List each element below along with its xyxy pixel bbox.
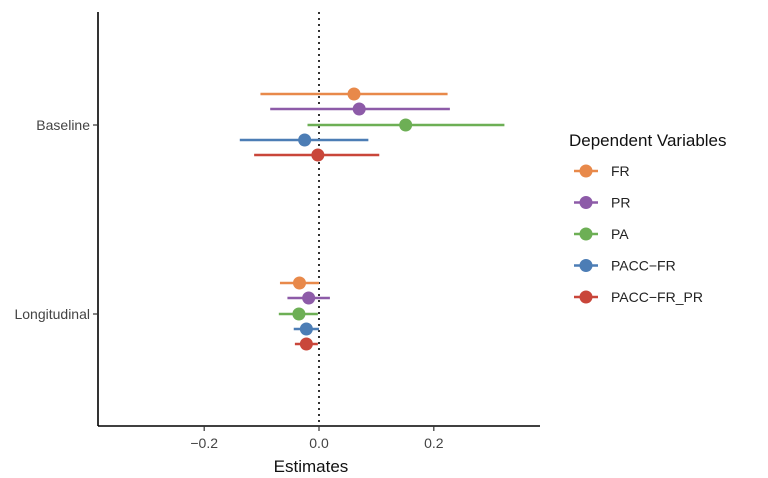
legend-key-point [579, 196, 593, 209]
axes: −0.2 0.0 0.2 Estimates Baseline Longitudinal [14, 12, 540, 476]
legend-key-point [579, 290, 593, 304]
x-tick-label: 0.0 [309, 435, 329, 451]
point-estimate [299, 322, 313, 336]
point-estimate [311, 148, 325, 162]
legend-label: PACC−FR [611, 258, 676, 274]
data-marks [239, 87, 505, 351]
point-estimate [347, 87, 361, 101]
point-estimate [292, 307, 306, 321]
x-tick-label: 0.2 [424, 435, 444, 451]
point-estimate [352, 102, 366, 116]
legend-label: PR [611, 195, 630, 211]
legend-title: Dependent Variables [569, 131, 727, 150]
legend-key-point [579, 259, 593, 272]
point-estimate [292, 276, 306, 290]
y-tick-label: Baseline [36, 117, 90, 133]
legend-label: PACC−FR_PR [611, 289, 703, 305]
legend-key-point [579, 227, 593, 241]
point-estimate [299, 337, 313, 351]
x-tick-label: −0.2 [190, 435, 218, 451]
legend-label: FR [611, 163, 630, 179]
point-estimate [302, 291, 316, 305]
x-axis-title: Estimates [274, 457, 349, 476]
y-tick-label: Longitudinal [14, 306, 90, 322]
legend-key-point [579, 164, 593, 178]
point-estimate [399, 118, 413, 132]
legend: Dependent Variables FR PR PA PACC−FR PACC−FR_… [569, 131, 727, 305]
point-estimate [298, 133, 312, 147]
legend-label: PA [611, 226, 629, 242]
